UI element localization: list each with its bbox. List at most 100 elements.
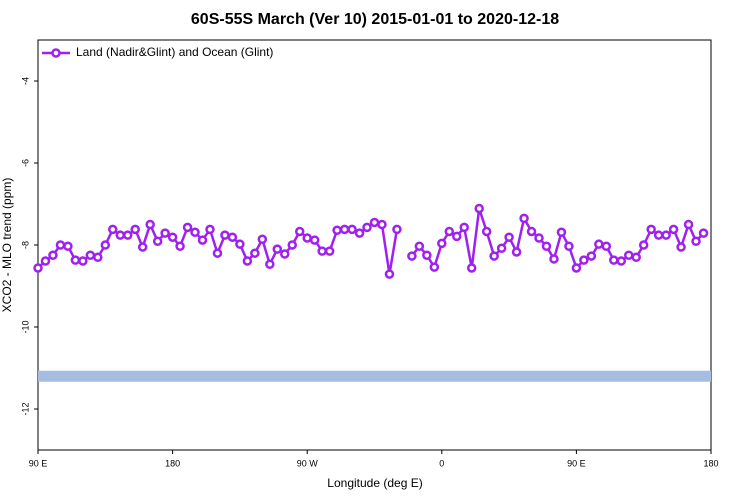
data-point	[526, 226, 537, 237]
data-point	[676, 242, 686, 252]
data-point	[78, 256, 88, 266]
data-point	[429, 262, 440, 272]
data-point	[347, 224, 357, 235]
data-point	[698, 228, 709, 238]
data-point	[489, 251, 499, 261]
x-tick-label: 90 E	[29, 458, 48, 468]
y-tick-label: -6	[20, 159, 30, 167]
data-point	[152, 236, 163, 247]
data-point	[601, 241, 612, 251]
data-point	[137, 242, 148, 252]
data-point	[586, 251, 597, 261]
data-point	[362, 222, 372, 233]
data-point	[242, 256, 253, 266]
data-point	[579, 255, 589, 265]
data-point	[541, 241, 552, 251]
x-tick-label: 0	[439, 458, 444, 468]
data-point	[504, 232, 514, 242]
data-point	[474, 203, 484, 214]
data-point	[130, 224, 140, 235]
data-point	[250, 248, 260, 258]
data-point	[108, 224, 118, 235]
data-point	[691, 236, 701, 247]
data-point	[437, 238, 447, 249]
data-point	[683, 219, 694, 230]
data-point	[197, 235, 208, 245]
x-tick-label: 180	[165, 458, 180, 468]
data-point	[85, 250, 96, 260]
data-point	[100, 240, 111, 250]
data-point	[519, 213, 529, 224]
data-point	[317, 246, 327, 256]
data-point	[63, 241, 73, 251]
data-point	[407, 251, 417, 261]
data-point	[564, 241, 574, 251]
data-point	[422, 250, 432, 260]
data-point	[182, 222, 193, 233]
data-point	[668, 224, 679, 235]
data-point	[205, 224, 215, 235]
data-point	[534, 233, 544, 243]
data-point	[272, 244, 283, 254]
data-point	[55, 240, 66, 250]
data-point	[653, 230, 664, 240]
data-point	[414, 241, 425, 251]
x-axis-title: Longitude (deg E)	[327, 476, 422, 490]
x-tick-label: 90 E	[567, 458, 586, 468]
data-point	[324, 246, 335, 256]
data-point	[511, 247, 522, 257]
data-point	[309, 235, 320, 245]
data-point	[369, 217, 380, 228]
data-point	[459, 222, 469, 233]
x-tick-label: 180	[703, 458, 718, 468]
data-point	[571, 263, 582, 273]
y-tick-label: -10	[20, 320, 30, 333]
data-point	[227, 232, 238, 242]
data-point	[122, 230, 133, 240]
data-point	[646, 224, 656, 235]
data-point	[339, 224, 350, 235]
data-point	[257, 234, 268, 245]
data-point	[212, 248, 223, 258]
data-point	[616, 256, 627, 266]
data-point	[496, 243, 507, 254]
data-point	[609, 255, 619, 265]
data-point	[190, 227, 200, 238]
data-point	[549, 254, 559, 264]
data-point	[623, 250, 634, 260]
data-point	[302, 233, 312, 243]
legend-label: Land (Nadir&Glint) and Ocean (Glint)	[76, 45, 273, 59]
data-point	[594, 239, 604, 249]
data-point	[294, 226, 305, 237]
data-point	[556, 227, 567, 238]
y-tick-label: -12	[20, 402, 30, 415]
series-line	[37, 208, 705, 275]
data-point	[332, 225, 342, 235]
data-point	[48, 250, 58, 260]
data-point	[70, 255, 81, 265]
data-point	[175, 241, 185, 251]
data-point	[280, 249, 290, 259]
y-tick-label: -8	[20, 241, 30, 249]
data-point	[452, 231, 462, 242]
data-point	[235, 239, 245, 249]
chart-title: 60S-55S March (Ver 10) 2015-01-01 to 202…	[191, 11, 559, 28]
legend-marker	[51, 48, 61, 58]
data-point	[93, 252, 103, 263]
data-point	[145, 219, 155, 230]
data-point	[466, 263, 477, 273]
data-point	[33, 263, 43, 273]
data-point	[220, 230, 230, 240]
data-point	[384, 269, 395, 279]
data-point	[167, 232, 178, 242]
data-point	[481, 226, 492, 237]
data-point	[115, 230, 126, 240]
data-point	[160, 228, 170, 238]
data-point	[287, 240, 297, 250]
data-point	[377, 219, 387, 230]
data-point	[265, 259, 275, 270]
data-point	[392, 224, 402, 235]
y-tick-label: -4	[20, 77, 30, 85]
data-point	[354, 228, 365, 238]
